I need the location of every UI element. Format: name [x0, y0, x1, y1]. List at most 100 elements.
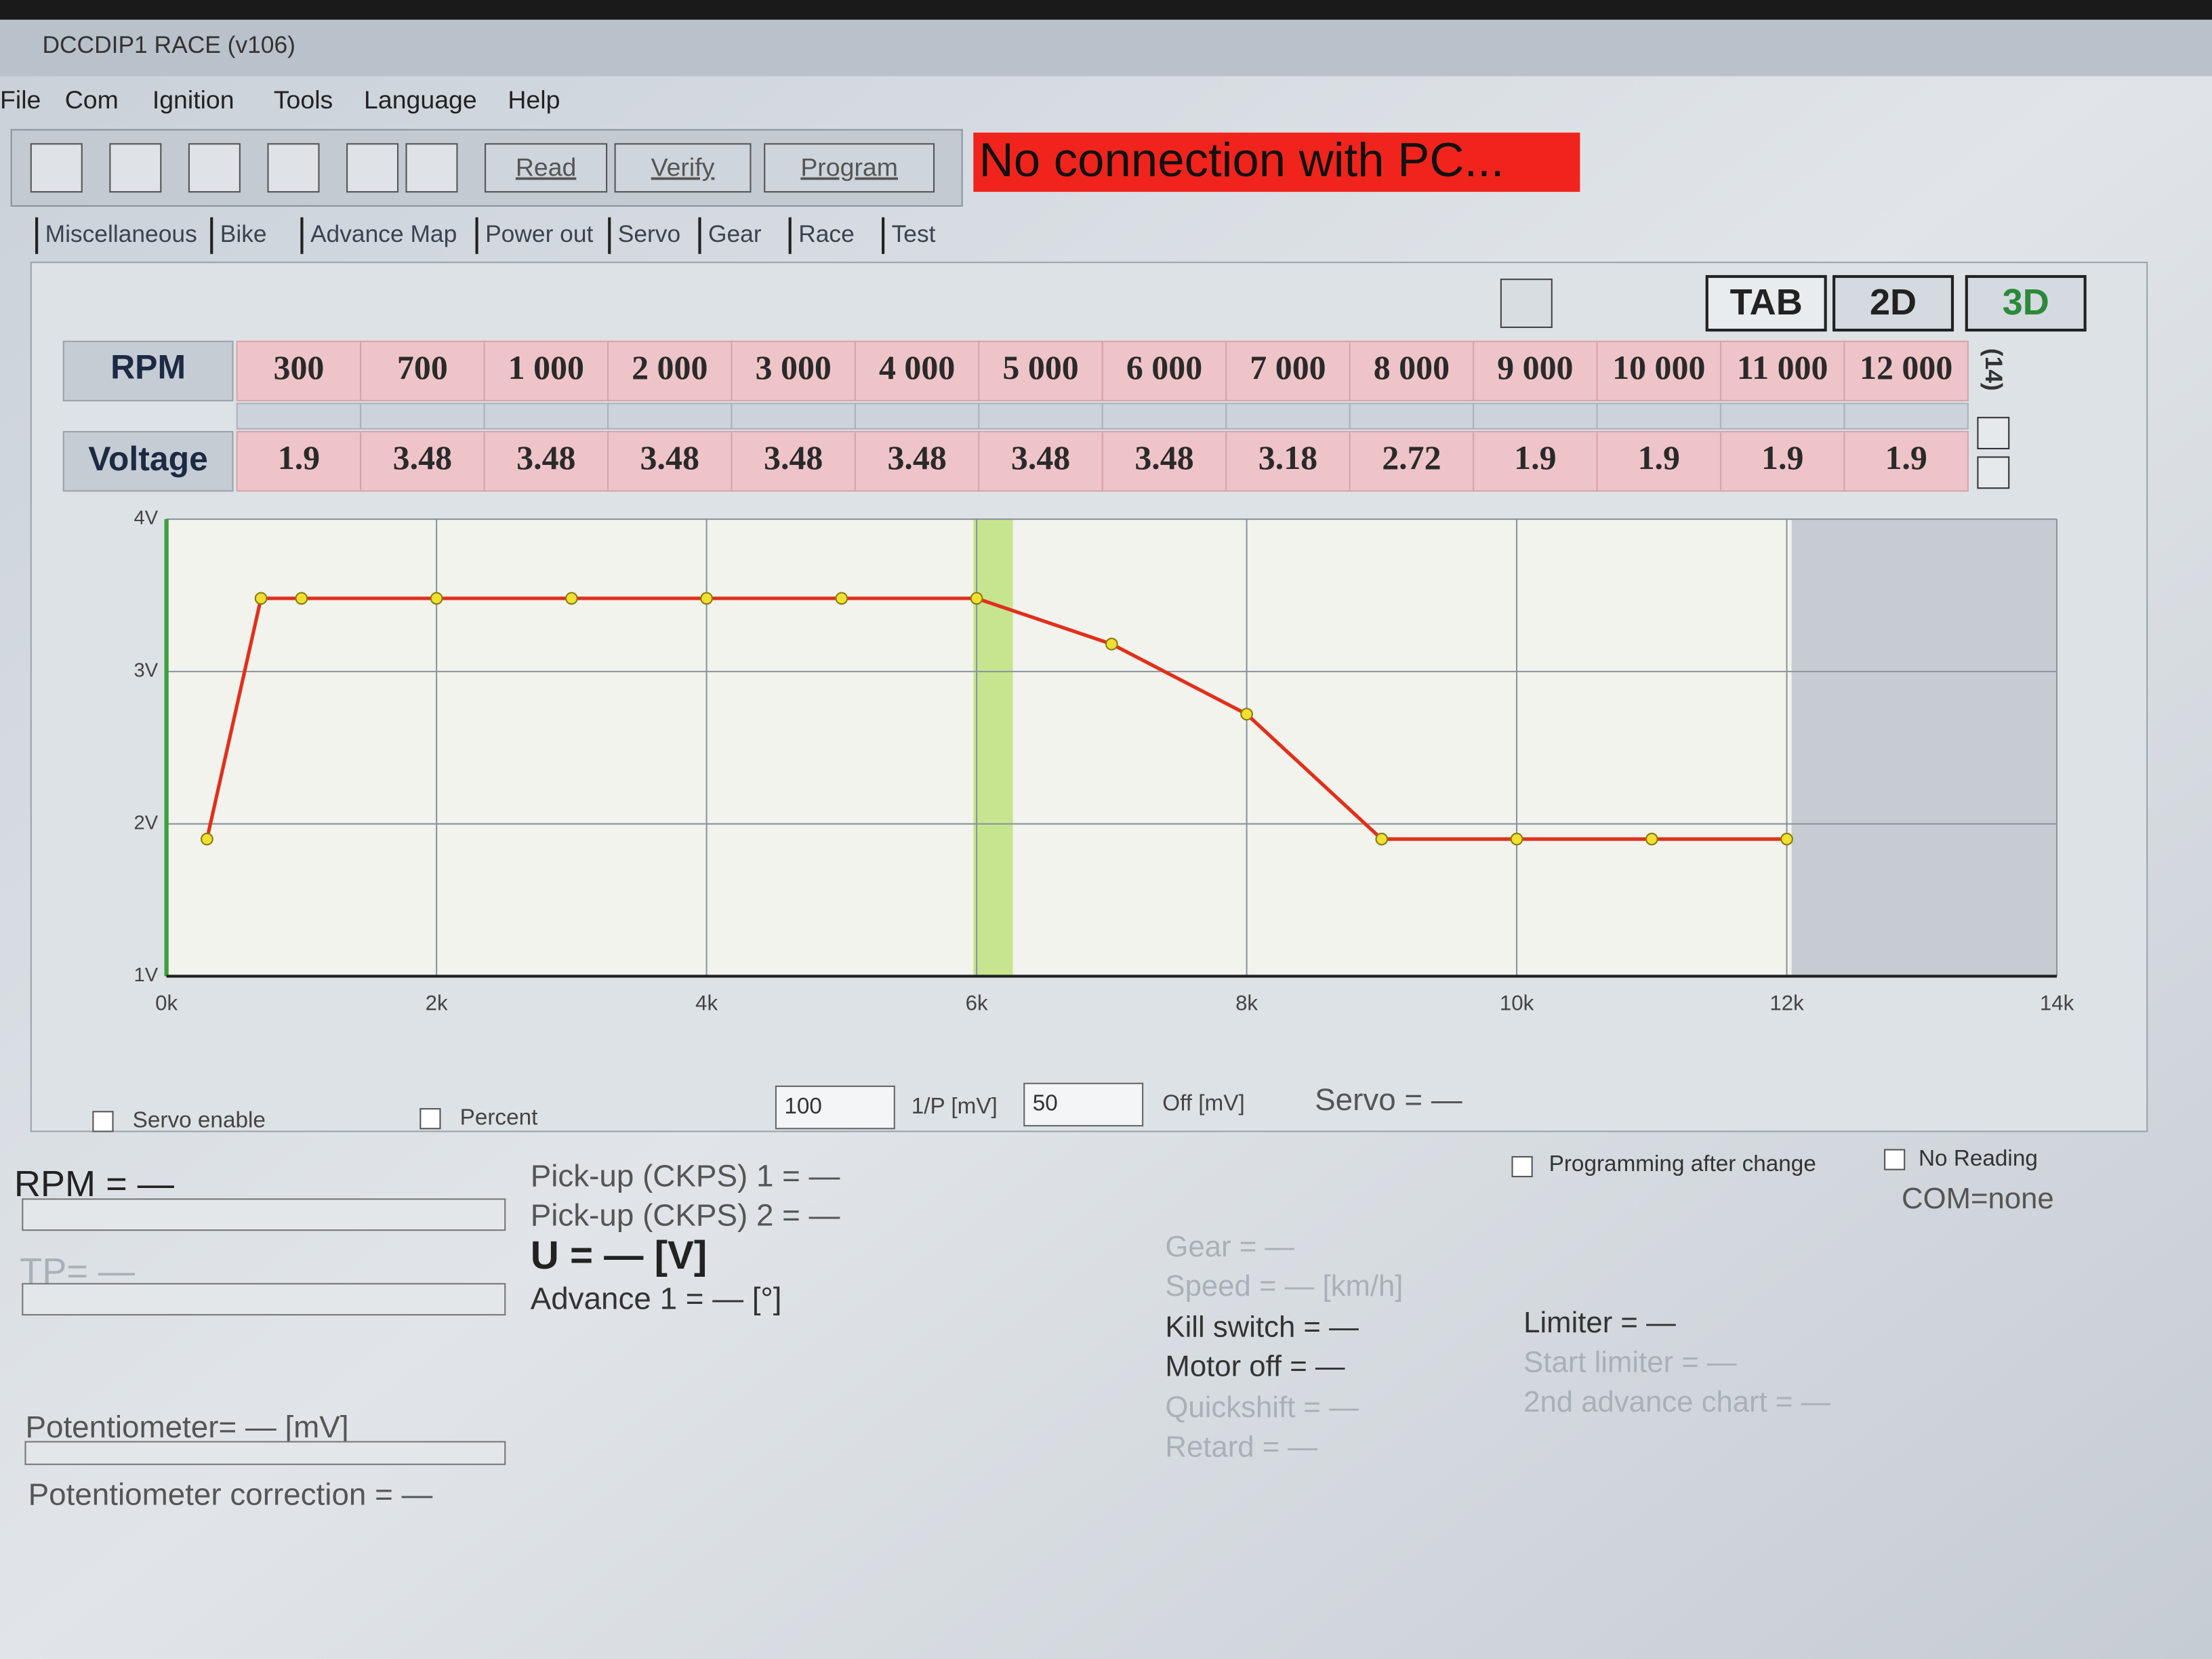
- data-point[interactable]: [1645, 832, 1658, 846]
- rpm-cell[interactable]: [1101, 340, 1227, 402]
- data-point[interactable]: [295, 592, 308, 605]
- tab[interactable]: Test: [892, 221, 936, 247]
- rpm-cell[interactable]: [854, 340, 980, 402]
- voltage-cell[interactable]: [1843, 430, 1969, 492]
- off-input[interactable]: [1023, 1082, 1144, 1127]
- percent-checkbox[interactable]: [419, 1108, 441, 1130]
- header-cell: [62, 340, 234, 402]
- rpm-cell[interactable]: [978, 340, 1103, 402]
- menu-item[interactable]: Tools: [274, 85, 333, 114]
- voltage-value: 3.48: [640, 438, 699, 476]
- tab[interactable]: Gear: [708, 221, 762, 247]
- data-point[interactable]: [1375, 832, 1389, 846]
- view-buttons: TAB 2D 3D: [1705, 274, 2087, 332]
- voltage-value: 1.9: [278, 438, 320, 476]
- rpm-cell[interactable]: [1843, 340, 1969, 402]
- view-button[interactable]: [1832, 274, 1954, 332]
- redo-button[interactable]: [405, 143, 458, 193]
- x-tick-label: 0k: [155, 991, 178, 1015]
- menu-item[interactable]: Ignition: [152, 85, 234, 114]
- rpm-readout: RPM = —: [14, 1164, 175, 1204]
- voltage-cell[interactable]: [607, 430, 733, 492]
- cursor-band: [973, 519, 1013, 977]
- tab[interactable]: Miscellaneous: [45, 221, 197, 247]
- rpm-cell[interactable]: [483, 340, 609, 402]
- y-tick-label: 3V: [134, 660, 159, 682]
- voltage-readout: U = — [V]: [531, 1233, 708, 1277]
- rpm-cell[interactable]: [731, 340, 856, 402]
- voltage-cell[interactable]: [1596, 430, 1722, 492]
- rpm-value: 12 000: [1860, 348, 1952, 386]
- save-button[interactable]: [188, 143, 241, 193]
- action-button[interactable]: [764, 143, 935, 193]
- menu-item[interactable]: Com: [65, 85, 119, 114]
- copy-button[interactable]: [1500, 279, 1553, 328]
- data-point[interactable]: [254, 592, 268, 605]
- menu-item[interactable]: Language: [364, 85, 477, 114]
- percent-label: Percent: [460, 1105, 538, 1130]
- servo-enable-checkbox[interactable]: [92, 1111, 114, 1132]
- data-point[interactable]: [1105, 638, 1118, 651]
- voltage-cell[interactable]: [1719, 430, 1845, 492]
- tab[interactable]: Race: [798, 221, 855, 247]
- menu-item[interactable]: Help: [508, 85, 560, 114]
- data-point[interactable]: [700, 592, 713, 605]
- voltage-cell[interactable]: [978, 430, 1103, 492]
- open-button[interactable]: [109, 143, 162, 193]
- view-button[interactable]: [1705, 274, 1827, 332]
- add-point[interactable]: [1977, 417, 2010, 449]
- print-button[interactable]: [267, 143, 320, 193]
- spacer-cell: [1101, 403, 1227, 430]
- rpm-cell[interactable]: [1349, 340, 1475, 402]
- y-tick-label: 1V: [134, 964, 159, 986]
- voltage-cell[interactable]: [1349, 430, 1475, 492]
- menu-item[interactable]: File: [0, 85, 41, 114]
- rpm-value: 700: [397, 348, 448, 386]
- programming-checkbox[interactable]: [1511, 1155, 1533, 1178]
- menu-bar: File Com Ignition Tools Language Help: [0, 85, 560, 114]
- voltage-cell[interactable]: [360, 430, 485, 492]
- voltage-value: 3.48: [516, 438, 575, 476]
- view-button[interactable]: [1965, 274, 2087, 332]
- no-reading-checkbox[interactable]: [1884, 1149, 1906, 1170]
- rpm-value: 8 000: [1374, 348, 1450, 386]
- spacer-cell: [483, 403, 609, 430]
- x-tick-label: 14k: [2040, 991, 2074, 1015]
- rpm-cell[interactable]: [1596, 340, 1722, 402]
- tab[interactable]: Advance Map: [310, 221, 457, 247]
- data-point[interactable]: [1510, 832, 1523, 846]
- voltage-cell[interactable]: [236, 430, 362, 492]
- action-buttons: Read Verify Program: [485, 143, 935, 193]
- remove-point[interactable]: [1977, 456, 2010, 489]
- data-point[interactable]: [565, 592, 578, 605]
- tab[interactable]: Power out: [485, 221, 593, 247]
- header-cell: [62, 430, 234, 492]
- data-point[interactable]: [201, 832, 213, 846]
- data-point[interactable]: [1780, 832, 1793, 846]
- advance-readout: Advance 1 = — [°]: [531, 1281, 782, 1315]
- rpm-value: 2 000: [632, 348, 708, 386]
- rpm-value: 7 000: [1250, 348, 1326, 386]
- tab[interactable]: Servo: [618, 221, 680, 247]
- rpm-cell[interactable]: [607, 340, 733, 402]
- series-line: [205, 596, 1787, 841]
- map-table: RPM Voltage 300 1.9 700 3.48 1 000 3.48 2 000 3.4…: [62, 340, 1969, 492]
- voltage-cell[interactable]: [731, 430, 856, 492]
- voltage-value: 1.9: [1885, 438, 1927, 476]
- ip-input[interactable]: [775, 1085, 895, 1130]
- action-button[interactable]: [614, 143, 752, 193]
- row-header: Voltage: [88, 440, 208, 478]
- data-point[interactable]: [835, 592, 848, 605]
- data-point[interactable]: [970, 592, 983, 605]
- data-point[interactable]: [430, 592, 443, 605]
- voltage-cell[interactable]: [1101, 430, 1227, 492]
- data-point[interactable]: [1240, 708, 1253, 721]
- spacer-cell: [731, 403, 856, 430]
- voltage-cell[interactable]: [1473, 430, 1598, 492]
- action-button[interactable]: [485, 143, 608, 193]
- new-button[interactable]: [30, 143, 83, 193]
- voltage-cell[interactable]: [1225, 430, 1351, 492]
- undo-button[interactable]: [346, 143, 399, 193]
- tab[interactable]: Bike: [220, 221, 267, 247]
